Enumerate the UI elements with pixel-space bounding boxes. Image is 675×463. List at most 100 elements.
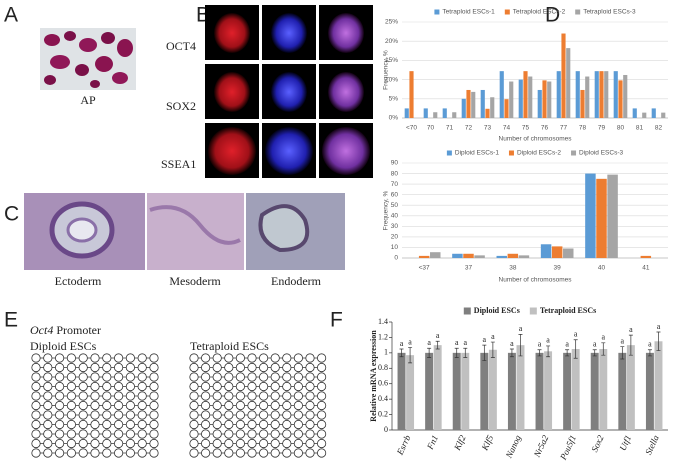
cpg-site <box>137 448 147 458</box>
bar <box>575 71 580 118</box>
legend-swatch <box>504 9 510 15</box>
legend-label: Tetraploid ESCs-1 <box>442 9 495 16</box>
significance-label: a <box>621 337 625 346</box>
cpg-site <box>114 448 124 458</box>
cpg-site <box>90 419 100 430</box>
legend-label: Diploid ESCs-2 <box>517 150 561 157</box>
cpg-site <box>212 381 222 392</box>
error-bar <box>620 346 625 360</box>
x-tick-label: 75 <box>522 125 530 132</box>
error-bar <box>463 347 468 358</box>
bar <box>499 71 504 118</box>
y-tick-label: 1.2 <box>378 332 388 341</box>
cpg-site <box>235 362 245 373</box>
cpg-site <box>54 353 65 363</box>
bar <box>563 248 574 258</box>
y-tick-label: 80 <box>391 170 399 177</box>
cpg-site <box>247 419 257 430</box>
cpg-site <box>212 438 222 449</box>
cpg-site <box>66 410 77 420</box>
x-tick-label: Klf2 <box>452 433 468 453</box>
cpg-site <box>316 381 327 392</box>
if-images <box>205 5 373 178</box>
cpg-site <box>282 391 292 401</box>
cpg-site <box>102 362 112 373</box>
cpg-site <box>137 381 147 392</box>
cpg-site <box>270 362 280 373</box>
error-bar <box>592 349 597 357</box>
y-axis-label: Frequency, % <box>383 50 390 90</box>
bar <box>518 255 530 258</box>
cpg-site <box>282 438 292 449</box>
x-tick-label: Stella <box>643 433 661 456</box>
cpg-site <box>43 400 53 411</box>
bar <box>607 174 618 258</box>
cpg-site <box>305 381 315 392</box>
bar <box>490 97 495 118</box>
cpg-site <box>316 391 327 401</box>
significance-label: a <box>593 340 597 349</box>
cpg-site <box>258 400 269 411</box>
significance-label: a <box>483 335 487 344</box>
cpg-site <box>201 410 211 420</box>
bar <box>547 81 552 118</box>
bar <box>580 89 585 118</box>
cpg-site <box>149 353 159 363</box>
legend: Diploid ESCs-1 Diploid ESCs-2 Diploid ESCs… <box>446 150 623 157</box>
cpg-site <box>54 438 65 449</box>
cpg-site <box>102 419 112 430</box>
cpg-site <box>293 381 303 392</box>
cpg-site <box>201 429 211 439</box>
gene: Oct4 <box>30 323 53 337</box>
bar <box>504 99 509 118</box>
bar <box>452 352 461 430</box>
row-label: OCT4 <box>166 39 196 53</box>
significance-label: a <box>546 336 550 345</box>
cpg-site <box>270 448 280 458</box>
error-bar <box>435 340 440 350</box>
cpg-site <box>212 353 222 363</box>
cpg-site <box>282 410 292 420</box>
x-tick-label: Sox2 <box>589 433 606 454</box>
cpg-site <box>78 448 88 458</box>
cpg-site <box>149 391 159 401</box>
bar <box>604 71 609 118</box>
bar <box>540 244 552 258</box>
cpg-site <box>258 362 269 373</box>
y-tick-label: 10% <box>385 76 398 83</box>
cpg-site <box>201 391 211 401</box>
cpg-site <box>102 410 112 420</box>
cpg-site <box>201 372 211 382</box>
cpg-site <box>316 448 327 458</box>
significance-label: a <box>455 338 459 347</box>
cpg-site <box>282 429 292 439</box>
significance-label: a <box>463 338 467 347</box>
cpg-site <box>224 362 234 373</box>
bar <box>640 255 652 258</box>
cpg-site <box>247 362 257 373</box>
cpg-site <box>125 372 135 382</box>
error-bar <box>656 331 661 351</box>
bar <box>406 355 415 430</box>
error-bar <box>628 334 633 356</box>
cpg-site <box>270 400 280 411</box>
legend-label: Diploid ESCs <box>474 306 520 315</box>
cpg-site <box>258 381 269 392</box>
cpg-site <box>270 372 280 382</box>
bar <box>485 108 490 118</box>
y-tick-label: 60 <box>391 191 399 198</box>
cpg-site <box>137 391 147 401</box>
cpg-site <box>224 419 234 430</box>
cpg-site <box>212 362 222 373</box>
cpg-site <box>54 400 65 411</box>
cpg-site <box>31 419 41 430</box>
cpg-site <box>293 448 303 458</box>
cpg-site <box>102 438 112 449</box>
cpg-site <box>189 448 199 458</box>
cpg-site <box>78 353 88 363</box>
cpg-site <box>316 400 327 411</box>
cpg-site <box>90 429 100 439</box>
bar <box>596 178 607 258</box>
x-tick-label: 37 <box>465 265 473 272</box>
x-tick-label: 39 <box>554 265 562 272</box>
